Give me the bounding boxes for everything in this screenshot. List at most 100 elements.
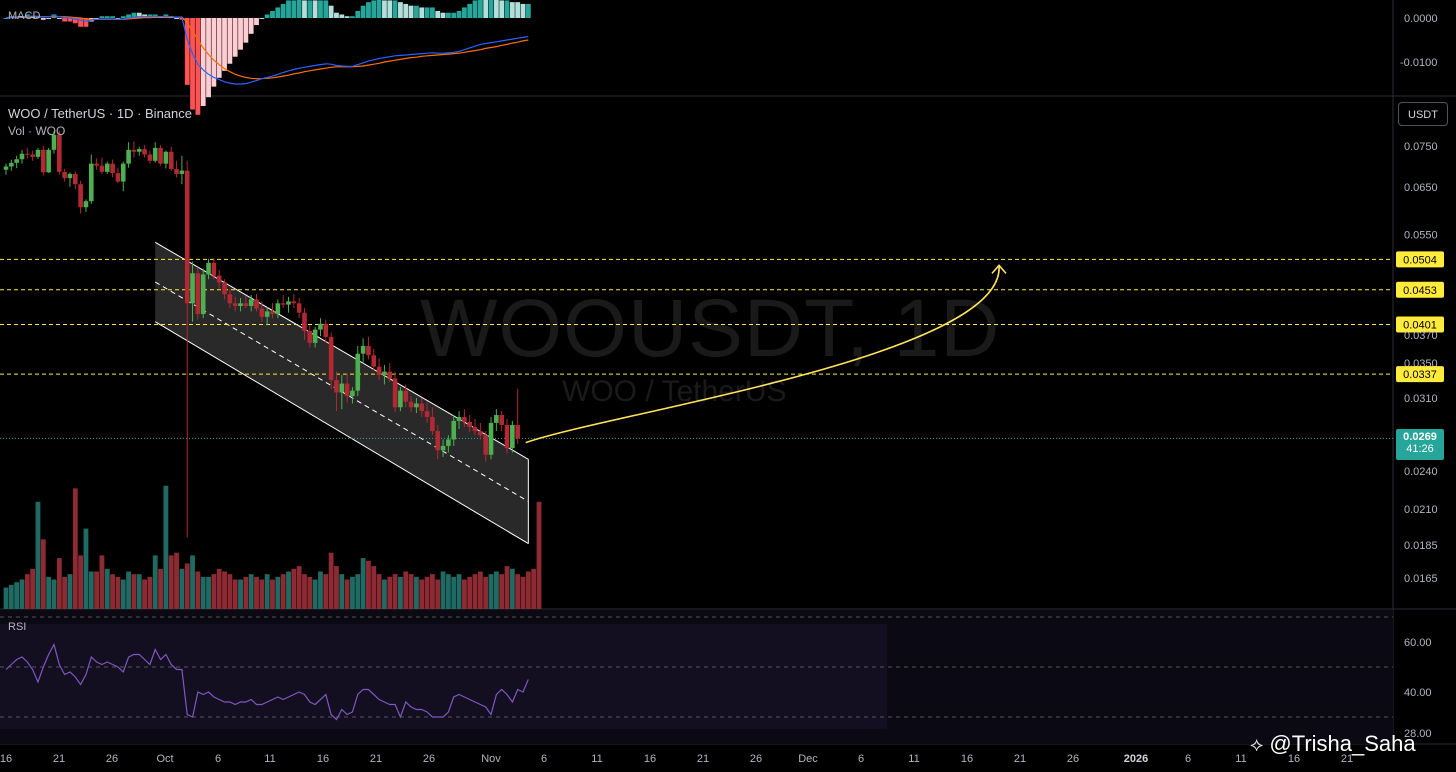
price-axis[interactable]: 0.07500.06500.05500.05040.04530.04010.03… xyxy=(1396,13,1444,585)
candle[interactable] xyxy=(136,146,142,156)
candle[interactable] xyxy=(334,371,339,412)
candle[interactable] xyxy=(467,414,473,433)
projection-arrow-path[interactable] xyxy=(525,265,1000,444)
candle[interactable] xyxy=(211,258,217,280)
candle[interactable] xyxy=(323,319,329,343)
candle[interactable] xyxy=(259,301,265,322)
rsi-line[interactable] xyxy=(5,642,529,721)
candle[interactable] xyxy=(88,154,94,204)
candle[interactable] xyxy=(200,268,206,319)
candle[interactable] xyxy=(248,294,254,312)
currency-button[interactable]: USDT xyxy=(1398,102,1448,126)
rsi-pane[interactable]: 60.00 40.00 28.00 xyxy=(0,616,1432,740)
candle[interactable] xyxy=(270,303,275,319)
candle[interactable] xyxy=(307,325,313,348)
candle[interactable] xyxy=(243,295,249,308)
candle[interactable] xyxy=(339,374,345,410)
candle[interactable] xyxy=(126,142,131,168)
candle[interactable] xyxy=(131,141,137,158)
candle[interactable] xyxy=(62,168,67,182)
rsi-legend[interactable]: RSI xyxy=(8,621,27,633)
candle[interactable] xyxy=(312,326,318,348)
candle[interactable] xyxy=(19,149,25,164)
candle[interactable] xyxy=(392,371,398,413)
candle[interactable] xyxy=(398,387,403,412)
candle[interactable] xyxy=(419,397,425,417)
candle[interactable] xyxy=(115,167,121,184)
candle[interactable] xyxy=(499,411,504,432)
candle[interactable] xyxy=(99,157,105,174)
candle[interactable] xyxy=(120,161,126,192)
candle[interactable] xyxy=(376,358,382,381)
candle[interactable] xyxy=(414,397,419,414)
candle[interactable] xyxy=(67,172,73,187)
candle[interactable] xyxy=(163,150,169,169)
candle[interactable] xyxy=(142,145,147,158)
candle[interactable] xyxy=(227,289,233,308)
candle[interactable] xyxy=(152,142,158,163)
candle[interactable] xyxy=(456,411,462,430)
candle[interactable] xyxy=(350,387,355,404)
macd-pane[interactable] xyxy=(3,0,531,115)
symbol-legend[interactable]: WOO / TetherUS · 1D · Binance xyxy=(8,106,192,121)
candle[interactable] xyxy=(25,147,30,159)
candle[interactable] xyxy=(190,261,195,322)
candle[interactable] xyxy=(462,409,467,427)
candle[interactable] xyxy=(408,396,414,413)
candle[interactable] xyxy=(216,269,222,289)
candle[interactable] xyxy=(472,418,478,436)
candle[interactable] xyxy=(3,163,9,175)
candle[interactable] xyxy=(440,439,446,458)
candle[interactable] xyxy=(174,160,179,178)
candle[interactable] xyxy=(275,299,281,319)
time-axis[interactable]: 16 21 26 Oct 6 11 16 21 26 Nov 6 11 16 21 26 Dec 6 11 16 21… xyxy=(0,753,1353,765)
candle[interactable] xyxy=(104,161,110,174)
candle[interactable] xyxy=(478,422,483,440)
candle[interactable] xyxy=(195,267,201,320)
candle[interactable] xyxy=(286,296,291,313)
candle[interactable] xyxy=(57,130,62,175)
candle[interactable] xyxy=(515,388,520,444)
candle[interactable] xyxy=(403,384,409,408)
candle[interactable] xyxy=(46,147,51,174)
candle[interactable] xyxy=(504,418,510,454)
candle[interactable] xyxy=(9,159,14,171)
candle[interactable] xyxy=(83,199,89,213)
candle[interactable] xyxy=(232,296,238,312)
horizontal-levels[interactable] xyxy=(0,258,1393,439)
candle[interactable] xyxy=(302,307,307,340)
candle[interactable] xyxy=(510,420,515,453)
candle[interactable] xyxy=(72,171,78,190)
candle[interactable] xyxy=(168,146,174,171)
candle[interactable] xyxy=(238,298,243,312)
macd-legend[interactable]: MACD xyxy=(8,10,41,22)
candle[interactable] xyxy=(483,431,488,462)
candle[interactable] xyxy=(254,294,259,312)
candle[interactable] xyxy=(78,180,83,214)
candle[interactable] xyxy=(318,318,323,337)
candle[interactable] xyxy=(14,155,19,169)
candle[interactable] xyxy=(494,409,499,432)
candle[interactable] xyxy=(360,338,366,364)
candle[interactable] xyxy=(424,402,430,423)
candle[interactable] xyxy=(446,435,451,453)
candle[interactable] xyxy=(344,373,350,403)
candle[interactable] xyxy=(371,349,377,370)
candle[interactable] xyxy=(382,364,387,385)
candle[interactable] xyxy=(366,336,371,360)
channel-lower-line[interactable] xyxy=(154,321,529,545)
candle[interactable] xyxy=(328,332,334,389)
candle[interactable] xyxy=(94,158,99,170)
candle[interactable] xyxy=(264,307,270,326)
candle[interactable] xyxy=(147,150,153,164)
candle[interactable] xyxy=(158,145,163,166)
candle[interactable] xyxy=(184,160,190,538)
candle[interactable] xyxy=(451,414,457,446)
candle[interactable] xyxy=(206,258,211,280)
candle[interactable] xyxy=(435,424,441,460)
candle[interactable] xyxy=(35,147,41,159)
candle[interactable] xyxy=(296,298,302,319)
candle[interactable] xyxy=(110,159,115,178)
candle[interactable] xyxy=(488,416,494,460)
